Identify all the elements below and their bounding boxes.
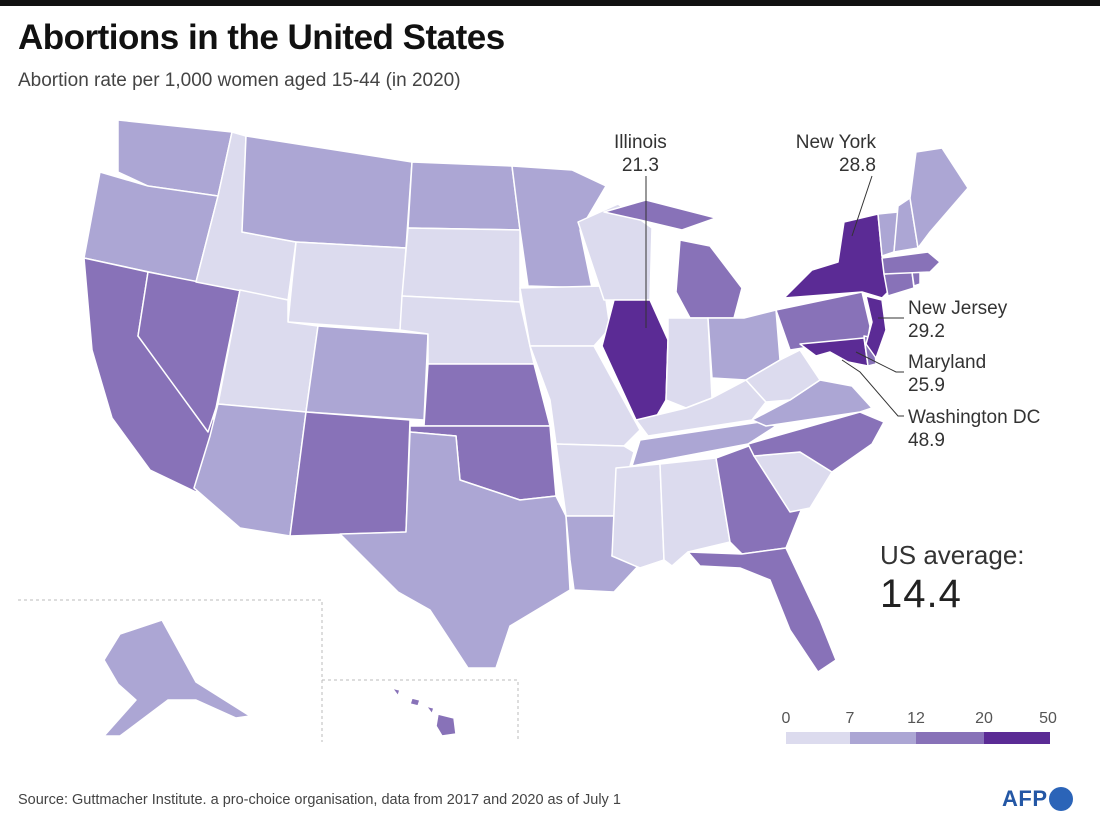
callout-washington-dc-value: 48.9 [908,430,945,451]
alaska-inset-frame [18,599,323,742]
callout-washington-dc: Washington DC 48.9 [908,406,1040,452]
legend-bin-2 [850,732,916,744]
state-new-york [783,213,891,299]
legend-tick-12: 12 [907,710,925,727]
source-note: Source: Guttmacher Institute. a pro-choi… [18,792,621,808]
legend-bin-4 [984,732,1050,744]
state-wyoming [287,241,407,331]
us-average-label: US average: [880,540,1025,570]
legend-tick-0: 0 [781,710,791,727]
callout-new-york-value: 28.8 [839,155,876,176]
legend-tick-20: 20 [975,710,993,727]
state-tennessee [631,421,777,467]
state-hawaii [391,687,457,737]
state-michigan-lower [675,239,743,319]
state-wisconsin [577,203,653,301]
callout-maryland-name: Maryland [908,352,987,373]
state-michigan-upper [603,199,717,231]
state-illinois [601,299,669,425]
callout-illinois-name: Illinois [614,132,667,153]
state-minnesota [511,165,607,289]
state-west-virginia [745,349,821,403]
legend-tick-50: 50 [1039,710,1057,727]
state-mississippi [611,463,665,569]
inset-frames [18,599,519,742]
afp-logo-dot-icon [1048,787,1073,811]
legend-bin-3 [916,732,984,744]
legend-bin-1 [786,732,850,744]
state-indiana [665,317,713,409]
top-rule [0,0,1100,6]
legend-color-bar [786,732,1050,744]
callout-illinois-value: 21.3 [621,155,659,176]
state-south-dakota [401,227,521,303]
state-alaska [103,619,251,737]
afp-logo-text: AFP [1002,786,1048,811]
new-york-leader-line [851,175,873,237]
callout-maryland-value: 25.9 [908,375,945,396]
callout-illinois: Illinois 21.3 [614,131,667,177]
state-maine [909,147,969,249]
state-montana [241,135,413,249]
state-florida [687,547,837,673]
state-kansas [423,363,551,427]
maryland-leader-line [855,351,904,373]
callout-new-york: New York 28.8 [788,131,876,177]
callout-maryland: Maryland 25.9 [908,351,986,397]
state-north-dakota [407,161,521,231]
legend-tick-7: 7 [845,710,855,727]
map-subtitle: Abortion rate per 1,000 women aged 15-44… [18,70,461,91]
callout-new-jersey-name: New Jersey [908,298,1008,319]
callout-new-york-name: New York [795,132,876,153]
state-massachusetts [881,251,941,275]
state-iowa [519,285,611,347]
washington-dc-leader-line [841,359,904,417]
state-new-jersey [865,295,887,359]
callout-new-jersey: New Jersey 29.2 [908,297,1007,343]
map-title: Abortions in the United States [18,18,505,57]
afp-logo: AFP [1002,786,1073,812]
leader-lines [645,175,904,417]
state-colorado [305,325,429,421]
hawaii-inset-frame [322,679,519,742]
callout-new-jersey-value: 29.2 [908,321,945,342]
state-texas [339,431,571,669]
state-north-carolina [747,411,885,473]
state-new-mexico [289,411,411,537]
callout-washington-dc-name: Washington DC [908,407,1041,428]
us-average-value: 14.4 [880,572,962,616]
state-rhode-island [911,271,921,287]
state-connecticut [883,271,915,297]
